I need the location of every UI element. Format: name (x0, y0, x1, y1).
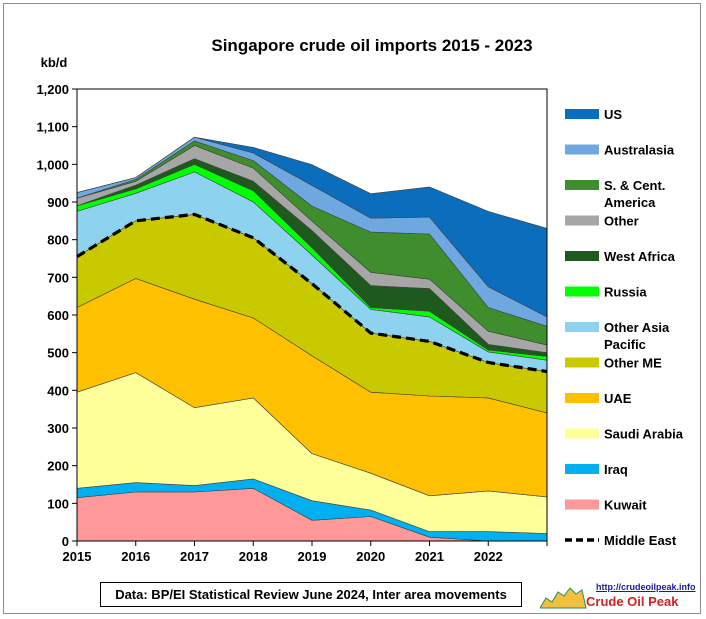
middle-east-line-layer (76, 212, 548, 374)
y-axis-unit-label: kb/d (41, 55, 68, 70)
y-tick-label: 500 (47, 346, 69, 361)
y-tick-label: 900 (47, 195, 69, 210)
legend-swatch (565, 357, 599, 368)
x-tick-label: 2015 (63, 549, 92, 564)
legend-label: America (604, 195, 656, 210)
area-layers (76, 136, 548, 542)
legend-label: Russia (604, 285, 647, 300)
legend-swatch (565, 215, 599, 226)
y-tick-label: 1,100 (36, 120, 69, 135)
y-tick-label: 400 (47, 383, 69, 398)
legend-label: Other Asia (604, 320, 670, 335)
x-tick-label: 2019 (298, 549, 327, 564)
legend-label: Saudi Arabia (604, 427, 684, 442)
legend-label: Iraq (604, 462, 628, 477)
y-tick-label: 100 (47, 496, 69, 511)
legend-label: Pacific (604, 337, 646, 352)
y-tick-label: 600 (47, 308, 69, 323)
legend-label: Other (604, 214, 639, 229)
chart-title: Singapore crude oil imports 2015 - 2023 (211, 36, 532, 55)
legend-label: S. & Cent. (604, 178, 665, 193)
legend-swatch (565, 322, 599, 332)
legend-swatch (565, 180, 599, 190)
y-axis: 0 100 200 300 400 500 600 700 800 900 1,000 1,100 1,… (36, 82, 77, 549)
x-axis: 2015 2016 2017 2018 2019 2020 2021 2022 (63, 541, 548, 564)
y-tick-label: 300 (47, 421, 69, 436)
data-source-note: Data: BP/EI Statistical Review June 2024… (100, 582, 522, 607)
logo-hills (540, 587, 587, 609)
x-tick-label: 2021 (415, 549, 444, 564)
legend-swatch (565, 499, 599, 510)
legend-label: Middle East (604, 533, 677, 548)
legend-swatch (565, 286, 599, 297)
legend-label: Australasia (604, 143, 675, 158)
x-tick-label: 2022 (474, 549, 503, 564)
legend: US Australasia S. & Cent. America Other West … (565, 107, 684, 548)
y-tick-label: 1,200 (36, 82, 69, 97)
legend-label: West Africa (604, 249, 676, 264)
legend-label: UAE (604, 391, 632, 406)
middle-east-line (76, 212, 548, 374)
legend-swatch (565, 144, 599, 155)
legend-swatch (565, 109, 599, 119)
y-tick-label: 1,000 (36, 157, 69, 172)
x-tick-label: 2016 (121, 549, 150, 564)
legend-swatch (565, 251, 599, 261)
x-tick-label: 2018 (239, 549, 268, 564)
legend-swatch (565, 393, 599, 403)
y-tick-label: 800 (47, 233, 69, 248)
chart-frame: Singapore crude oil imports 2015 - 2023 … (3, 3, 701, 614)
x-tick-label: 2017 (180, 549, 209, 564)
y-tick-label: 700 (47, 270, 69, 285)
x-tick-label: 2020 (356, 549, 385, 564)
legend-swatch (565, 428, 599, 439)
legend-label: Kuwait (604, 498, 647, 513)
y-tick-label: 200 (47, 459, 69, 474)
crude-oil-peak-logo (540, 587, 587, 609)
legend-label: US (604, 107, 622, 122)
logo-name: Crude Oil Peak (586, 594, 679, 609)
logo-url-link[interactable]: http://crudeoilpeak.info (596, 582, 696, 592)
legend-label: Other ME (604, 356, 662, 371)
chart-svg: Singapore crude oil imports 2015 - 2023 … (36, 36, 684, 564)
legend-swatch (565, 464, 599, 474)
y-tick-label: 0 (62, 534, 69, 549)
